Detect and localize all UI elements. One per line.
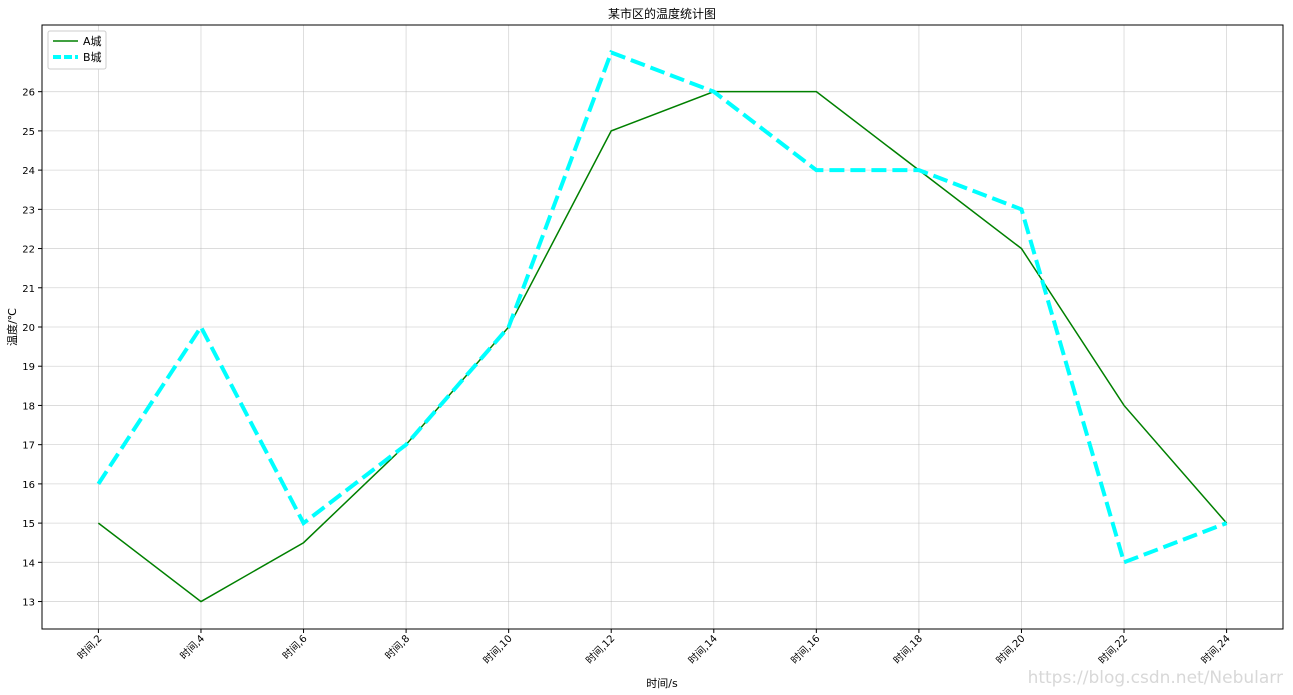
y-tick-label: 18 <box>22 401 35 412</box>
y-tick-label: 20 <box>22 323 35 334</box>
x-axis-label: 时间/s <box>646 677 678 690</box>
y-tick-label: 16 <box>22 480 35 491</box>
y-tick-label: 15 <box>22 519 35 530</box>
line-series <box>96 49 1228 565</box>
y-tick-label: 19 <box>22 362 35 373</box>
watermark: https://blog.csdn.net/Nebularr <box>1028 668 1283 688</box>
legend-label: A城 <box>83 35 102 48</box>
chart-title: 某市区的温度统计图 <box>608 6 716 21</box>
legend-label: B城 <box>83 51 102 64</box>
y-tick-label: 26 <box>22 88 35 99</box>
y-tick-label: 24 <box>22 166 35 177</box>
y-tick-label: 13 <box>22 598 35 609</box>
plot-area <box>42 25 1283 629</box>
y-tick-label: 23 <box>22 205 35 216</box>
y-tick-label: 22 <box>22 245 35 256</box>
y-tick-label: 21 <box>22 284 35 295</box>
y-tick-label: 14 <box>22 558 35 569</box>
y-axis-label: 温度/℃ <box>5 308 19 346</box>
y-tick-label: 25 <box>22 127 35 138</box>
y-tick-label: 17 <box>22 441 35 452</box>
